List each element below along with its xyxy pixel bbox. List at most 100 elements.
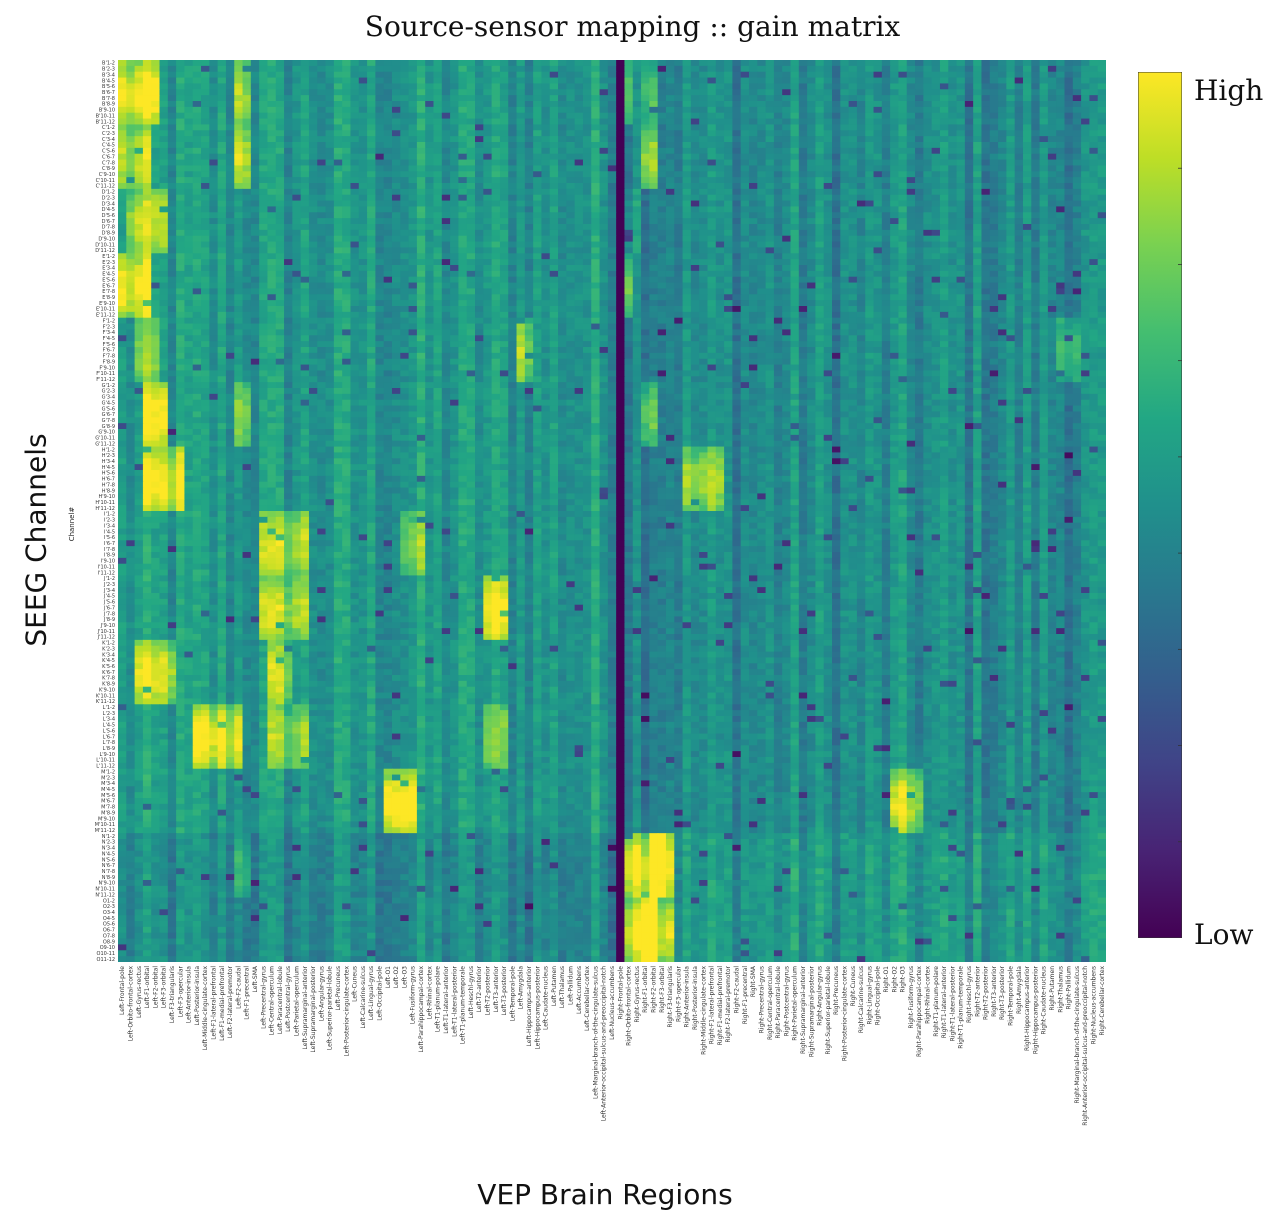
- heatmap-cell: [333, 282, 343, 290]
- heatmap-cell: [541, 229, 551, 237]
- heatmap-cell: [1047, 288, 1057, 295]
- heatmap-cell: [475, 253, 484, 260]
- heatmap-cell: [823, 60, 833, 67]
- heatmap-cell: [989, 112, 999, 120]
- heatmap-cell: [898, 188, 908, 196]
- heatmap-cell: [682, 235, 692, 243]
- heatmap-cell: [632, 188, 642, 196]
- heatmap-cell: [167, 124, 177, 131]
- heatmap-cell: [782, 124, 792, 131]
- heatmap-cell: [989, 183, 999, 190]
- heatmap-cell: [184, 282, 194, 290]
- heatmap-cell: [657, 224, 667, 231]
- heatmap-cell: [333, 153, 343, 161]
- heatmap-cell: [201, 89, 210, 96]
- heatmap-cell: [989, 71, 999, 79]
- heatmap-cell: [807, 153, 817, 161]
- heatmap-cell: [516, 106, 526, 114]
- heatmap-cell: [250, 200, 260, 208]
- heatmap-cell: [192, 142, 202, 149]
- heatmap-cell: [1022, 165, 1032, 172]
- heatmap-cell: [167, 60, 177, 67]
- heatmap-cell: [508, 212, 518, 219]
- heatmap-cell: [1089, 147, 1099, 155]
- heatmap-cell: [1064, 200, 1074, 208]
- heatmap-cell: [400, 200, 410, 208]
- heatmap-cell: [690, 241, 700, 249]
- heatmap-cell: [632, 65, 642, 73]
- heatmap-cell: [964, 183, 974, 190]
- heatmap-cell: [217, 71, 227, 79]
- heatmap-cell: [558, 130, 567, 137]
- heatmap-cell: [574, 77, 584, 85]
- heatmap-cell: [948, 241, 958, 249]
- heatmap-cell: [607, 71, 617, 79]
- heatmap-cell: [757, 300, 767, 307]
- heatmap-cell: [1056, 60, 1066, 67]
- heatmap-cell: [964, 65, 974, 73]
- heatmap-cell: [699, 241, 709, 249]
- heatmap-cell: [624, 112, 634, 120]
- heatmap-cell: [1014, 229, 1024, 237]
- heatmap-cell: [425, 89, 435, 96]
- heatmap-cell: [923, 65, 933, 73]
- heatmap-cell: [475, 65, 484, 73]
- heatmap-cell: [765, 147, 775, 155]
- heatmap-cell: [591, 224, 601, 231]
- heatmap-cell: [242, 300, 252, 307]
- heatmap-cell: [641, 183, 650, 190]
- heatmap-cell: [873, 65, 883, 73]
- heatmap-cell: [541, 212, 551, 219]
- heatmap-cell: [840, 159, 850, 167]
- heatmap-cell: [516, 112, 526, 120]
- heatmap-cell: [192, 136, 202, 143]
- heatmap-cell: [715, 118, 725, 126]
- heatmap-cell: [466, 241, 476, 249]
- heatmap-cell: [126, 142, 136, 149]
- heatmap-cell: [906, 112, 916, 120]
- heatmap-cell: [483, 101, 493, 108]
- heatmap-cell: [607, 142, 617, 149]
- heatmap-cell: [823, 89, 833, 96]
- heatmap-cell: [367, 247, 376, 254]
- heatmap-cell: [865, 177, 875, 184]
- heatmap-cell: [773, 124, 783, 131]
- heatmap-cell: [699, 276, 709, 284]
- heatmap-cell: [549, 159, 559, 167]
- heatmap-cell: [142, 147, 152, 155]
- heatmap-cell: [832, 60, 841, 67]
- heatmap-cell: [142, 136, 152, 143]
- heatmap-cell: [832, 124, 841, 131]
- heatmap-cell: [1047, 282, 1057, 290]
- heatmap-cell: [1047, 124, 1057, 131]
- heatmap-cell: [649, 95, 659, 102]
- heatmap-cell: [284, 106, 293, 114]
- heatmap-cell: [300, 101, 310, 108]
- heatmap-cell: [732, 147, 742, 155]
- heatmap-cell: [1097, 206, 1106, 213]
- heatmap-cell: [358, 218, 368, 225]
- heatmap-cell: [408, 159, 418, 167]
- heatmap-cell: [1097, 224, 1106, 231]
- heatmap-cell: [483, 95, 493, 102]
- heatmap-cell: [491, 276, 501, 284]
- heatmap-cell: [840, 95, 850, 102]
- heatmap-cell: [1064, 60, 1074, 67]
- heatmap-cell: [333, 95, 343, 102]
- heatmap-cell: [333, 60, 343, 67]
- heatmap-cell: [192, 77, 202, 85]
- heatmap-cell: [765, 71, 775, 79]
- heatmap-cell: [989, 282, 999, 290]
- heatmap-cell: [425, 171, 435, 178]
- heatmap-cell: [715, 106, 725, 114]
- heatmap-cell: [118, 270, 127, 278]
- heatmap-cell: [441, 95, 451, 102]
- heatmap-cell: [566, 165, 576, 172]
- heatmap-cell: [1081, 77, 1090, 85]
- heatmap-cell: [832, 147, 841, 155]
- heatmap-cell: [400, 253, 410, 260]
- heatmap-cell: [682, 200, 692, 208]
- heatmap-cell: [391, 153, 401, 161]
- heatmap-cell: [250, 270, 260, 278]
- heatmap-cell: [815, 65, 825, 73]
